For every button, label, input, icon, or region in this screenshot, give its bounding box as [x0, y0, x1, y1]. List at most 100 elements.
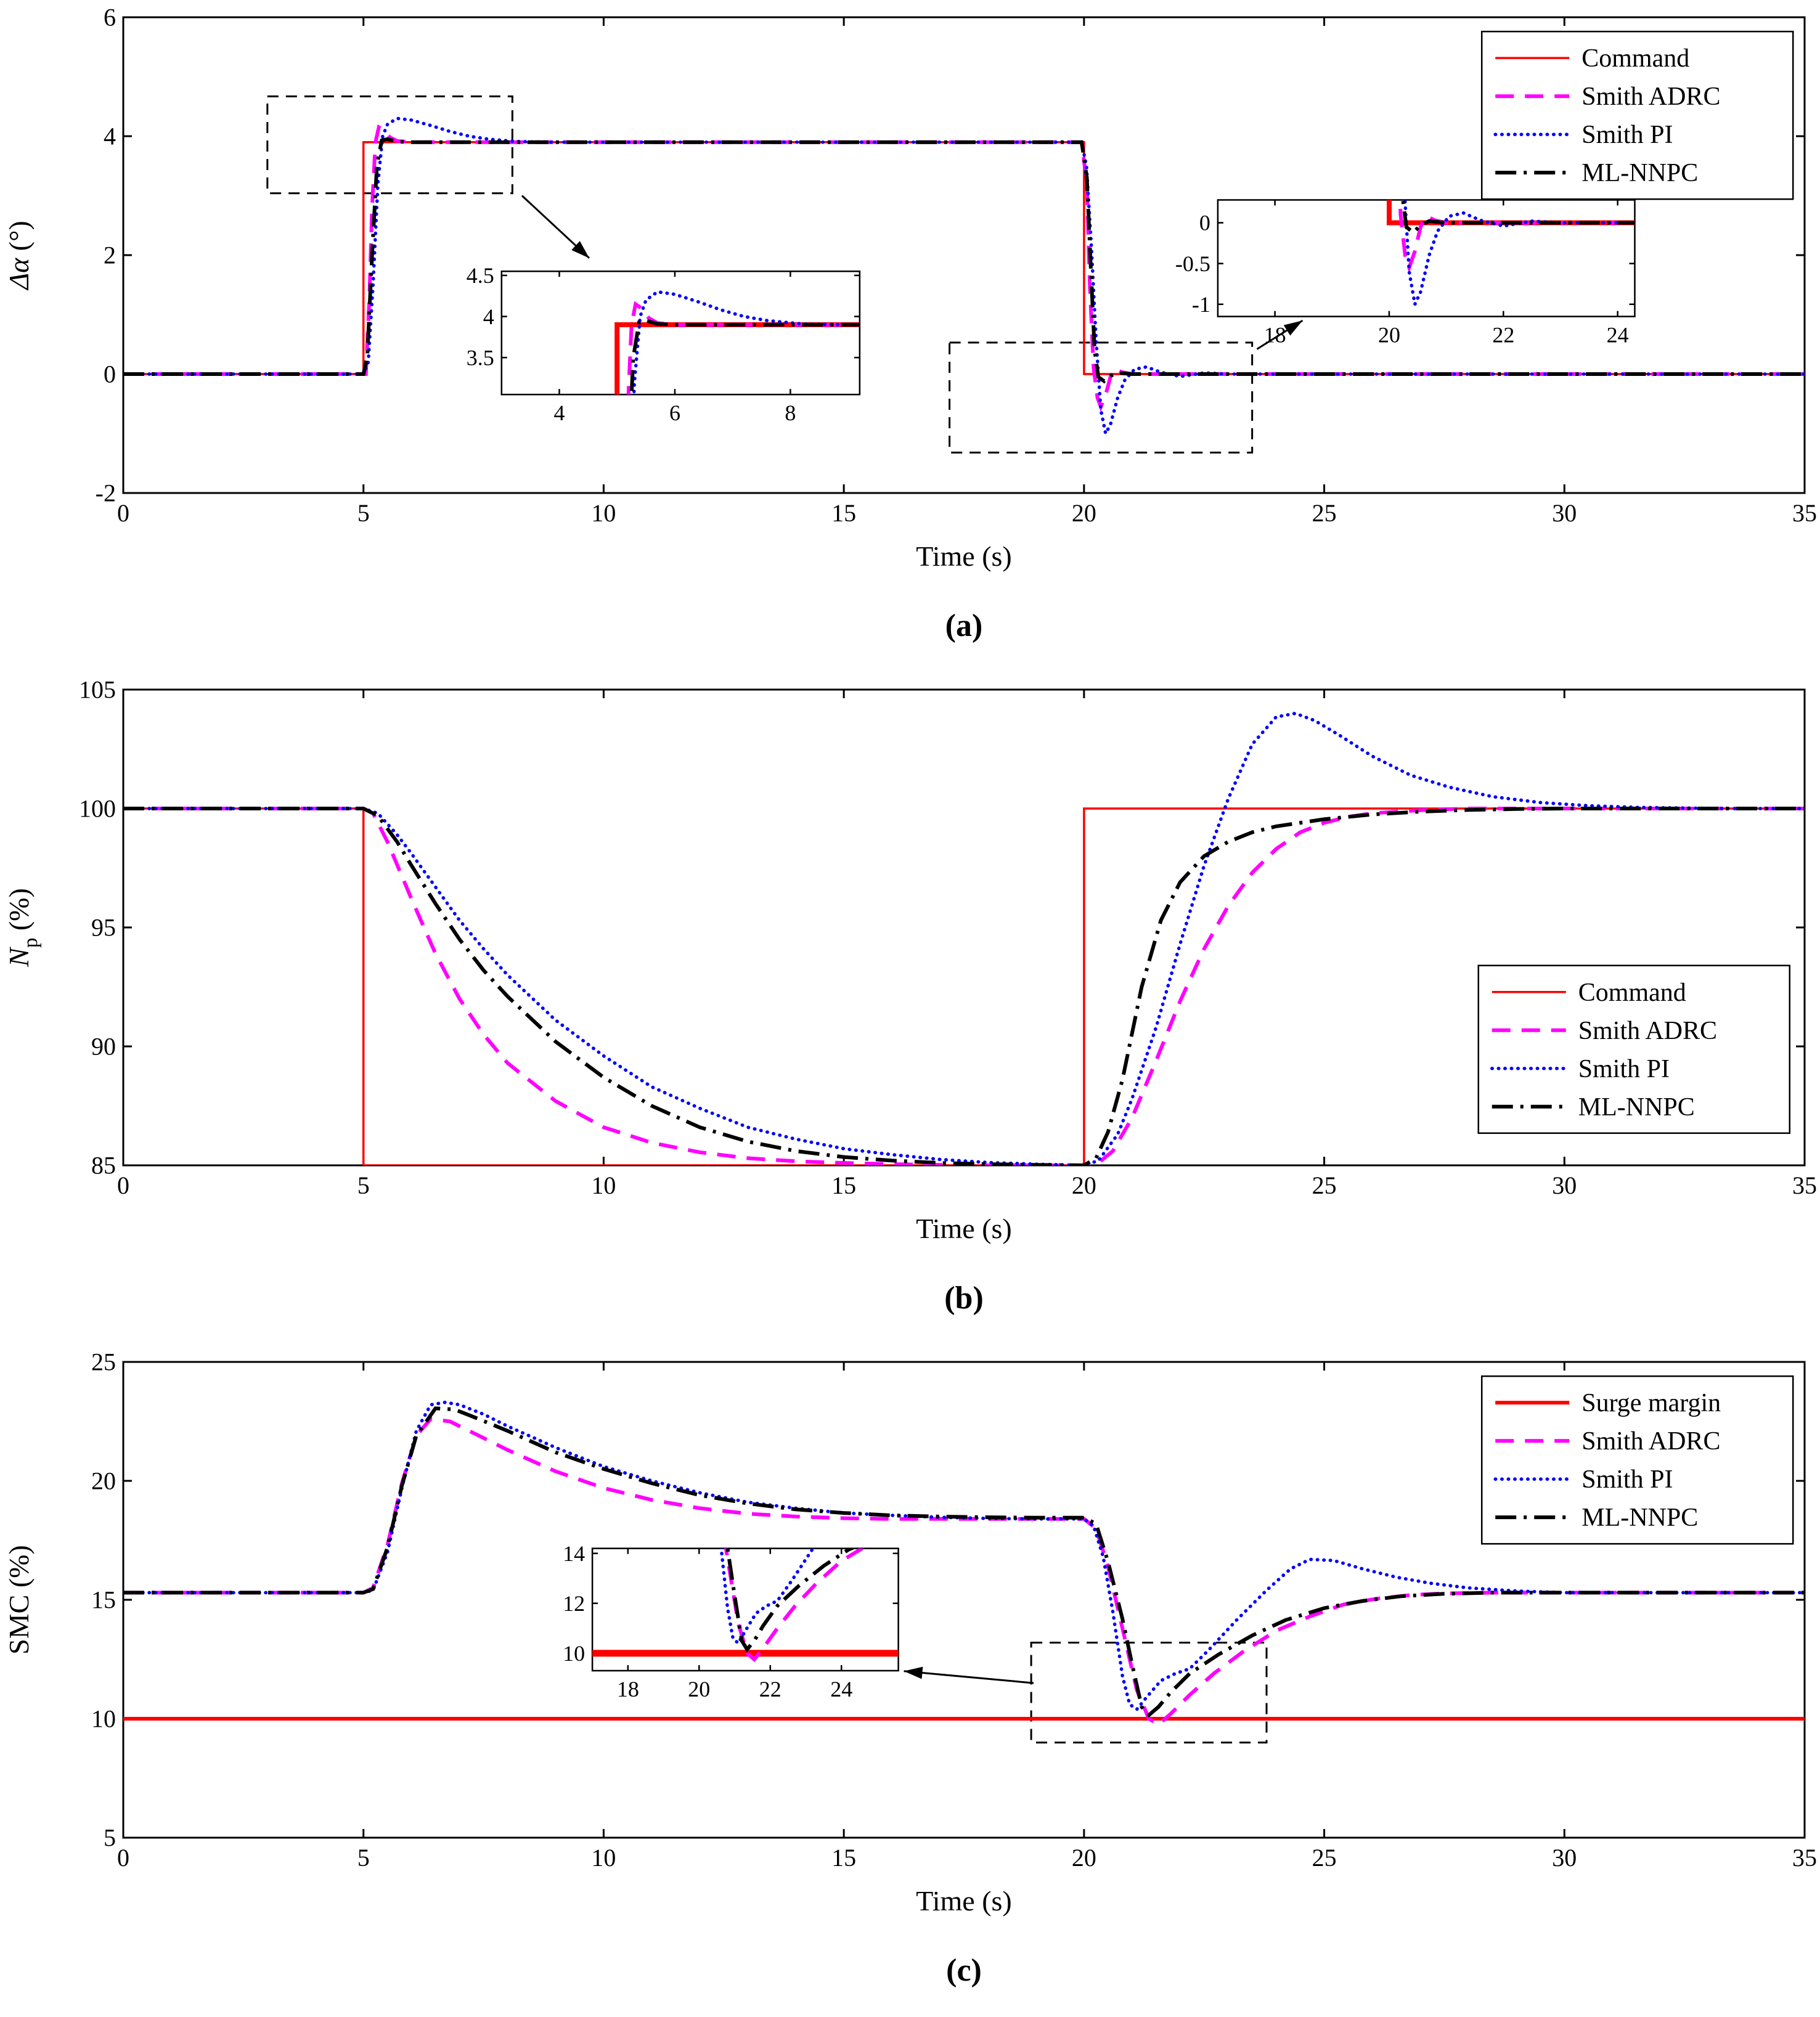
y-tick-label: 3.5	[467, 345, 494, 370]
zoom-inset: 18 20 22 24 10 12 14	[563, 1541, 899, 1701]
y-tick-label: 95	[91, 914, 116, 942]
y-tick-label: 6	[104, 4, 116, 31]
y-tick-label: 10	[91, 1705, 116, 1733]
x-tick-label: 22	[1492, 323, 1514, 348]
x-tick-label: 15	[831, 499, 856, 527]
panel-label: (c)	[946, 1953, 982, 1988]
zoom-inset: 4 6 8 3.5 4 4.5	[467, 263, 861, 425]
y-tick-label: 20	[91, 1467, 116, 1495]
series-ml-nnpc	[123, 137, 1805, 384]
x-tick-label: 6	[669, 401, 680, 425]
legend-label-smith-adrc: Smith ADRC	[1578, 1017, 1717, 1045]
legend: Command Smith ADRC Smith PI ML-NNPC	[1477, 964, 1791, 1135]
y-tick-label: 0	[1199, 211, 1210, 235]
x-tick-label: 10	[591, 1844, 616, 1872]
x-tick-label: 5	[357, 1844, 370, 1872]
x-tick-label: 24	[1607, 323, 1629, 348]
zoom-box	[949, 341, 1254, 454]
y-axis-label: Np (%)	[3, 888, 42, 968]
series-smith-pi	[123, 711, 1805, 1165]
y-tick-label: 4.5	[467, 263, 494, 288]
axes-box	[1217, 199, 1636, 317]
x-tick-label: 30	[1552, 499, 1577, 527]
x-tick-label: 5	[357, 1171, 370, 1199]
y-tick-label: -1	[1192, 292, 1210, 317]
y-tick-label: 15	[91, 1586, 116, 1614]
x-tick-label: 25	[1312, 1171, 1337, 1199]
panel-b-chart: 0 5 10 15 20 25 30 35 85 90 95 100 105 Time (s) Np (%)…	[3, 676, 1817, 1316]
x-tick-label: 8	[785, 401, 796, 425]
x-tick-label: 20	[1072, 1844, 1096, 1872]
series-smith-pi	[123, 1400, 1805, 1712]
legend-label-command: Command	[1581, 44, 1689, 73]
y-tick-label: 2	[104, 242, 116, 269]
x-tick-label: 10	[591, 1171, 616, 1199]
panel-label: (a)	[945, 608, 983, 643]
zoom-box	[266, 95, 513, 195]
x-tick-label: 20	[1072, 1171, 1096, 1199]
x-axis-label: Time (s)	[916, 540, 1012, 572]
legend: Surge margin Smith ADRC Smith PI ML-NNPC	[1480, 1375, 1794, 1545]
legend-label-smith-pi: Smith PI	[1581, 121, 1673, 149]
zoom-box	[1030, 1641, 1268, 1744]
x-tick-label: 10	[591, 499, 616, 527]
annotation-arrowhead	[1283, 320, 1303, 336]
axes-box	[500, 270, 861, 396]
legend-label-smith-pi: Smith PI	[1578, 1055, 1670, 1083]
y-tick-label: 10	[563, 1641, 585, 1666]
legend: Command Smith ADRC Smith PI ML-NNPC	[1480, 30, 1794, 200]
x-tick-label: 25	[1312, 499, 1337, 527]
zoom-inset: 18 20 22 24 -1 -0.5 0	[1175, 199, 1636, 348]
series-smith-adrc	[1398, 200, 1635, 274]
y-tick-label: 14	[563, 1541, 585, 1566]
x-tick-label: 24	[830, 1677, 852, 1701]
x-tick-label: 25	[1312, 1844, 1337, 1872]
y-axis-label: Δα (°)	[3, 221, 35, 291]
annotation-arrowhead	[571, 241, 590, 258]
x-tick-label: 0	[117, 499, 129, 527]
legend-label-smith-adrc: Smith ADRC	[1581, 83, 1720, 111]
x-tick-label: 30	[1552, 1844, 1577, 1872]
x-tick-label: 0	[117, 1171, 129, 1199]
x-tick-label: 35	[1792, 499, 1817, 527]
y-tick-label: 85	[91, 1152, 116, 1180]
y-tick-label: 4	[483, 304, 494, 329]
panel-label: (b)	[944, 1281, 984, 1316]
x-tick-label: 4	[554, 401, 565, 425]
x-tick-label: 18	[617, 1677, 639, 1701]
y-axis-label: SMC (%)	[3, 1545, 35, 1655]
legend-label-ml-nnpc: ML-NNPC	[1581, 159, 1698, 187]
x-tick-label: 20	[688, 1677, 710, 1701]
y-tick-label: 100	[79, 795, 116, 823]
y-tick-label: -0.5	[1175, 251, 1210, 276]
legend-label-ml-nnpc: ML-NNPC	[1578, 1093, 1695, 1122]
legend-label-smith-adrc: Smith ADRC	[1581, 1427, 1720, 1456]
legend-label-surge-margin: Surge margin	[1581, 1389, 1721, 1417]
y-tick-label: 4	[104, 123, 116, 150]
x-tick-label: 35	[1792, 1171, 1817, 1199]
legend-box	[1480, 30, 1794, 200]
x-tick-label: 0	[117, 1844, 129, 1872]
annotation-arrow	[904, 1670, 1034, 1684]
x-axis-label: Time (s)	[916, 1213, 1012, 1244]
y-tick-label: 25	[91, 1348, 116, 1376]
x-tick-label: 22	[759, 1677, 781, 1701]
x-tick-label: 15	[831, 1171, 856, 1199]
series-ml-nnpc	[123, 807, 1805, 1165]
x-tick-label: 5	[357, 499, 370, 527]
legend-label-command: Command	[1578, 979, 1686, 1007]
y-tick-label: -2	[96, 479, 116, 507]
y-tick-label: 90	[91, 1033, 116, 1061]
y-tick-label: 105	[79, 676, 116, 704]
x-tick-label: 35	[1792, 1844, 1817, 1872]
legend-label-smith-pi: Smith PI	[1581, 1465, 1673, 1494]
series-smith-pi	[1403, 200, 1635, 310]
series-smith-adrc	[724, 1548, 866, 1663]
y-tick-label: 5	[104, 1824, 116, 1852]
legend-box	[1477, 964, 1791, 1135]
legend-label-ml-nnpc: ML-NNPC	[1581, 1504, 1698, 1532]
y-tick-label: 12	[563, 1591, 585, 1616]
